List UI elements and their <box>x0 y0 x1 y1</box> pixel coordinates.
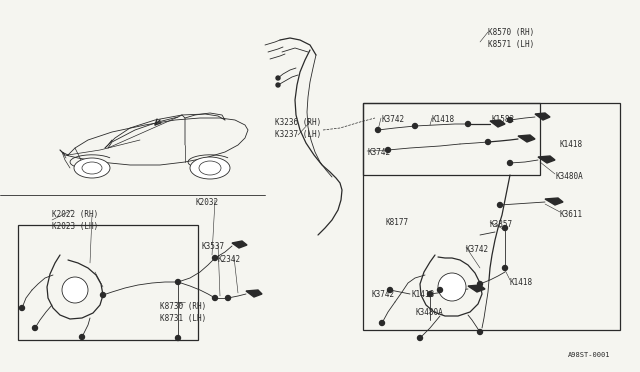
Circle shape <box>417 336 422 340</box>
Circle shape <box>175 279 180 285</box>
Circle shape <box>276 76 280 80</box>
Polygon shape <box>246 290 262 297</box>
Circle shape <box>100 292 106 298</box>
Text: K3537: K3537 <box>202 242 225 251</box>
Circle shape <box>225 295 230 301</box>
Text: K3480A: K3480A <box>555 172 583 181</box>
Circle shape <box>376 128 381 132</box>
Circle shape <box>502 225 508 231</box>
Circle shape <box>477 330 483 334</box>
Circle shape <box>33 326 38 330</box>
Bar <box>18 225 198 340</box>
Bar <box>363 103 540 175</box>
Polygon shape <box>545 198 563 205</box>
Ellipse shape <box>82 162 102 174</box>
Polygon shape <box>518 135 535 142</box>
Text: K8731 (LH): K8731 (LH) <box>160 314 206 323</box>
Circle shape <box>508 160 513 166</box>
Circle shape <box>385 148 390 153</box>
Circle shape <box>79 334 84 340</box>
Polygon shape <box>468 285 485 292</box>
Circle shape <box>212 295 218 301</box>
Text: K2342: K2342 <box>218 255 241 264</box>
Circle shape <box>486 140 490 144</box>
Text: K3857: K3857 <box>490 220 513 229</box>
Text: K3480A: K3480A <box>415 308 443 317</box>
Text: K8571 (LH): K8571 (LH) <box>488 40 534 49</box>
Circle shape <box>19 305 24 311</box>
Text: K1418: K1418 <box>560 140 583 149</box>
Text: K1582: K1582 <box>492 115 515 124</box>
Polygon shape <box>538 156 555 163</box>
Text: K8177: K8177 <box>385 218 408 227</box>
Circle shape <box>465 122 470 126</box>
Ellipse shape <box>190 157 230 179</box>
Ellipse shape <box>199 161 221 175</box>
Circle shape <box>276 83 280 87</box>
Circle shape <box>387 288 392 292</box>
Text: K1418: K1418 <box>412 290 435 299</box>
Text: K2023 (LH): K2023 (LH) <box>52 222 99 231</box>
Text: K2022 (RH): K2022 (RH) <box>52 210 99 219</box>
Text: K2032: K2032 <box>196 198 219 207</box>
Ellipse shape <box>74 158 110 178</box>
Polygon shape <box>490 120 505 127</box>
Text: K8730 (RH): K8730 (RH) <box>160 302 206 311</box>
Circle shape <box>428 292 433 296</box>
Ellipse shape <box>438 273 466 301</box>
Text: K3611: K3611 <box>560 210 583 219</box>
Text: K1418: K1418 <box>510 278 533 287</box>
Polygon shape <box>535 113 550 120</box>
Circle shape <box>438 288 442 292</box>
Circle shape <box>175 336 180 340</box>
Text: K3742: K3742 <box>381 115 404 124</box>
Circle shape <box>502 266 508 270</box>
Circle shape <box>212 256 218 260</box>
Circle shape <box>508 118 513 122</box>
Text: A98ST-0001: A98ST-0001 <box>568 352 610 358</box>
Text: K3237 (LH): K3237 (LH) <box>275 130 321 139</box>
Text: K8570 (RH): K8570 (RH) <box>488 28 534 37</box>
Circle shape <box>497 202 502 208</box>
Circle shape <box>477 282 483 286</box>
Text: K1418: K1418 <box>432 115 455 124</box>
Text: K3742: K3742 <box>372 290 395 299</box>
Polygon shape <box>232 241 247 248</box>
Circle shape <box>380 321 385 326</box>
Text: K3742: K3742 <box>466 245 489 254</box>
Text: K3236 (RH): K3236 (RH) <box>275 118 321 127</box>
Text: K3742: K3742 <box>367 148 390 157</box>
Bar <box>363 103 620 330</box>
Circle shape <box>413 124 417 128</box>
Ellipse shape <box>62 277 88 303</box>
